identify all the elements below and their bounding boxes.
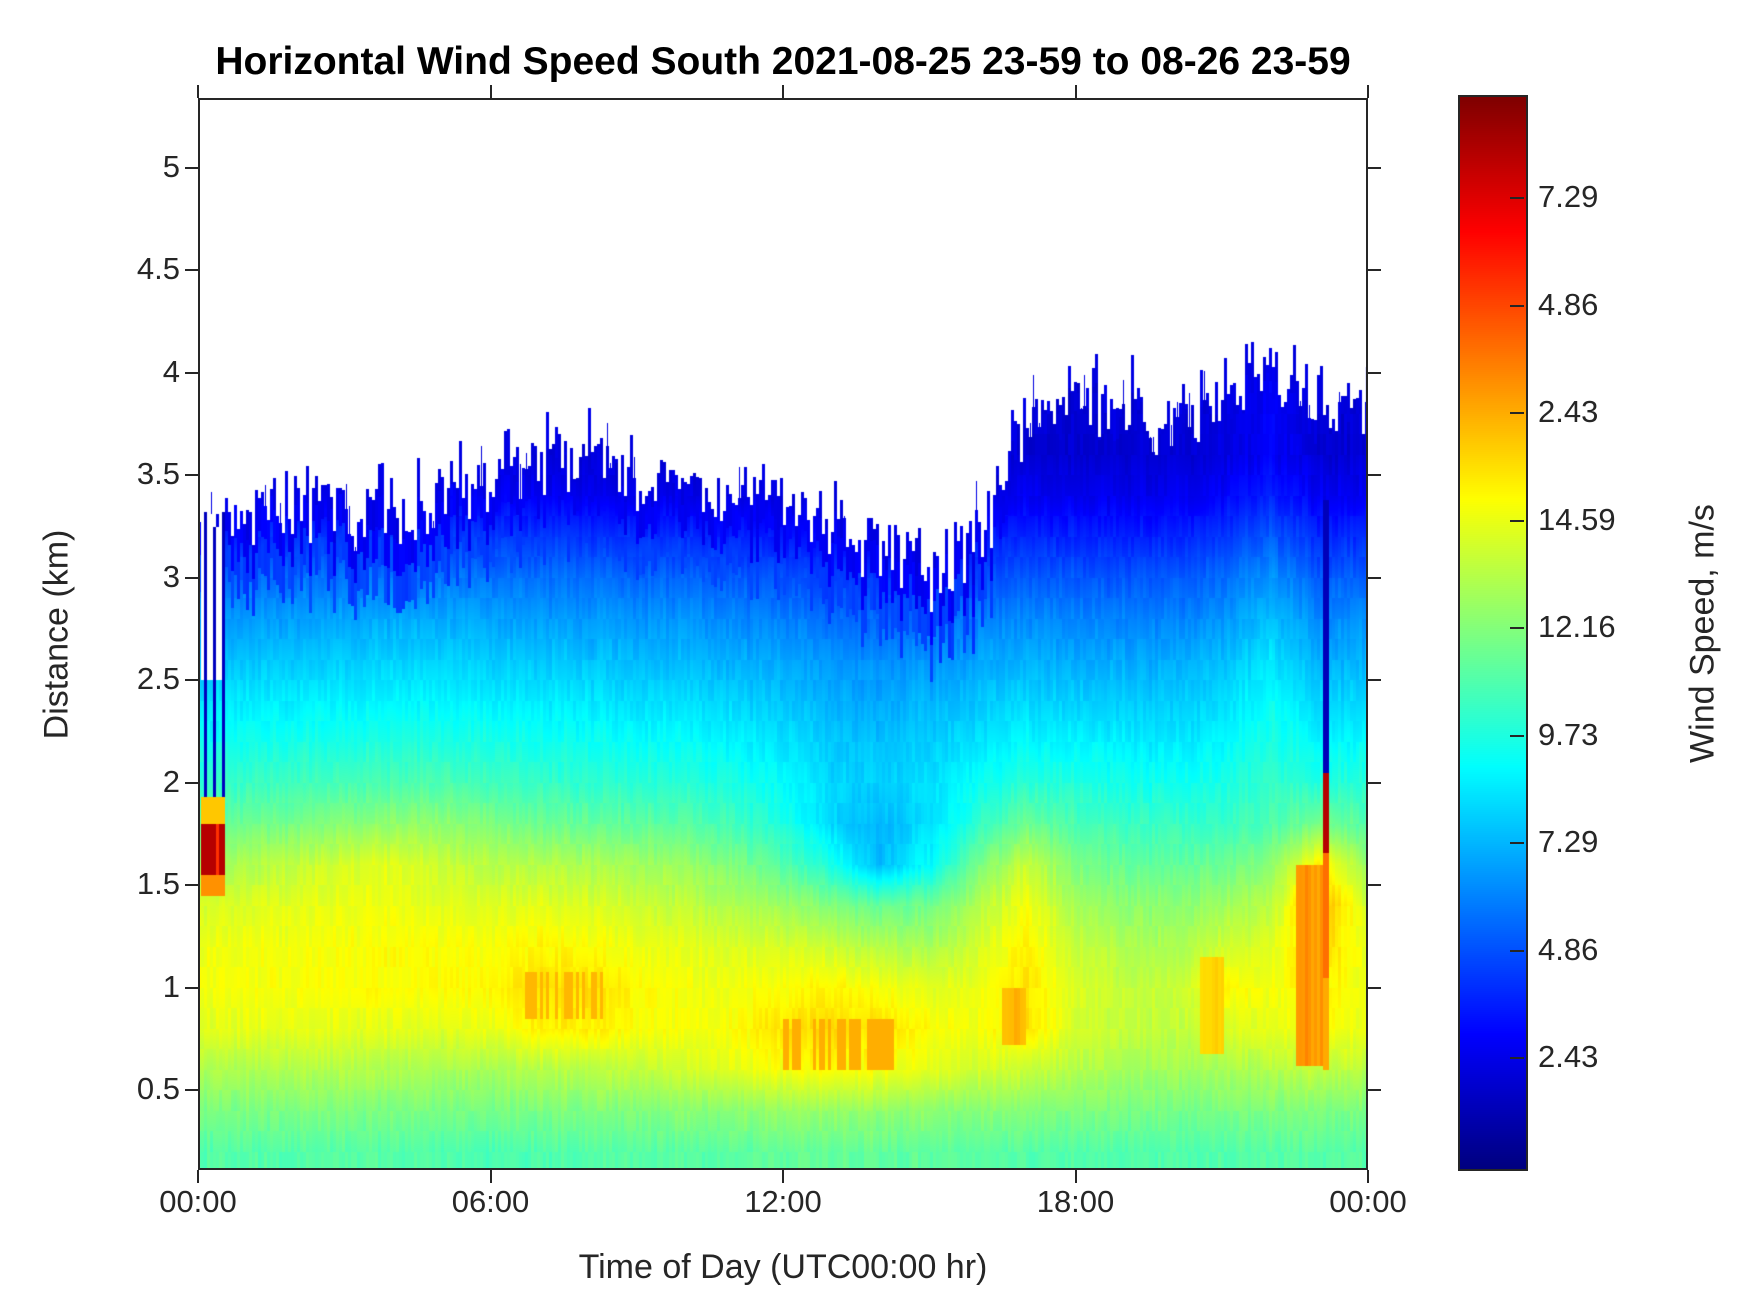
colorbar-tick-label: 7.29	[1538, 824, 1599, 860]
y-tick-label: 2	[162, 763, 180, 799]
x-tick-mark	[782, 1170, 784, 1183]
colorbar-tick-label: 2.43	[1538, 1038, 1599, 1074]
colorbar-tick-label: 9.73	[1538, 716, 1599, 752]
x-tick-mark	[1367, 1170, 1369, 1183]
x-tick-mark	[197, 1170, 199, 1183]
y-tick-mark	[185, 679, 198, 682]
y-tick-mark-right	[1368, 884, 1381, 887]
x-tick-label: 12:00	[744, 1184, 822, 1219]
y-axis-label: Distance (km)	[37, 529, 76, 740]
colorbar-tick-label: 2.43	[1538, 394, 1599, 430]
y-tick-mark-right	[1368, 986, 1381, 989]
colorbar-tick-mark	[1510, 734, 1524, 737]
heatmap-canvas	[198, 98, 1368, 1170]
colorbar-gradient	[1458, 95, 1528, 1171]
colorbar-tick-mark	[1510, 949, 1524, 952]
x-tick-mark-top	[489, 85, 492, 98]
colorbar-tick-mark	[1510, 1056, 1524, 1059]
y-tick-mark	[185, 269, 198, 272]
x-tick-mark	[489, 1170, 492, 1183]
colorbar-tick-label: 12.16	[1538, 609, 1616, 645]
y-tick-label: 5	[162, 148, 180, 184]
colorbar-tick-mark	[1510, 197, 1524, 200]
y-tick-label: 0.5	[136, 1071, 180, 1107]
y-tick-mark	[185, 576, 198, 579]
y-tick-label: 1.5	[136, 866, 180, 902]
y-tick-mark	[185, 884, 198, 887]
y-tick-label: 1	[162, 968, 180, 1004]
y-tick-label: 4	[162, 353, 180, 389]
x-tick-label: 18:00	[1036, 1184, 1115, 1219]
y-tick-mark-right	[1368, 1089, 1381, 1092]
x-tick-mark-top	[1367, 85, 1369, 98]
y-tick-mark-right	[1368, 474, 1381, 477]
y-tick-mark-right	[1368, 576, 1381, 579]
colorbar-axis-label: Wind Speed, m/s	[1683, 504, 1722, 763]
colorbar-tick-mark	[1510, 304, 1524, 307]
colorbar-tick-mark	[1510, 412, 1524, 415]
y-tick-mark-right	[1368, 166, 1381, 169]
y-tick-mark	[185, 474, 198, 477]
x-tick-mark-top	[782, 85, 784, 98]
x-tick-label: 06:00	[451, 1184, 530, 1219]
x-axis-label: Time of Day (UTC00:00 hr)	[578, 1248, 988, 1286]
y-tick-mark	[185, 371, 198, 374]
x-tick-mark-top	[1074, 85, 1077, 98]
y-tick-label: 3	[162, 558, 180, 594]
y-tick-mark	[185, 986, 198, 989]
x-tick-label: 00:00	[159, 1184, 237, 1219]
colorbar-tick-label: 14.59	[1538, 501, 1616, 537]
y-tick-mark-right	[1368, 781, 1381, 784]
y-tick-mark	[185, 781, 198, 784]
y-tick-mark	[185, 166, 198, 169]
colorbar-tick-label: 7.29	[1538, 179, 1599, 215]
colorbar-tick-mark	[1510, 627, 1524, 630]
colorbar-tick-label: 4.86	[1538, 286, 1599, 322]
y-tick-mark	[185, 1089, 198, 1092]
colorbar-tick-mark	[1510, 519, 1524, 522]
x-tick-mark	[1074, 1170, 1077, 1183]
x-tick-mark-top	[197, 85, 199, 98]
y-tick-mark-right	[1368, 371, 1381, 374]
colorbar-tick-mark	[1510, 842, 1524, 845]
y-tick-mark-right	[1368, 269, 1381, 272]
x-tick-label: 00:00	[1329, 1184, 1407, 1219]
y-tick-label: 2.5	[136, 661, 180, 697]
y-tick-label: 3.5	[136, 456, 180, 492]
y-tick-label: 4.5	[136, 251, 180, 287]
chart-title: Horizontal Wind Speed South 2021-08-25 2…	[215, 40, 1351, 83]
colorbar-tick-label: 4.86	[1538, 931, 1599, 967]
plot-frame	[198, 98, 1368, 1170]
y-tick-mark-right	[1368, 679, 1381, 682]
